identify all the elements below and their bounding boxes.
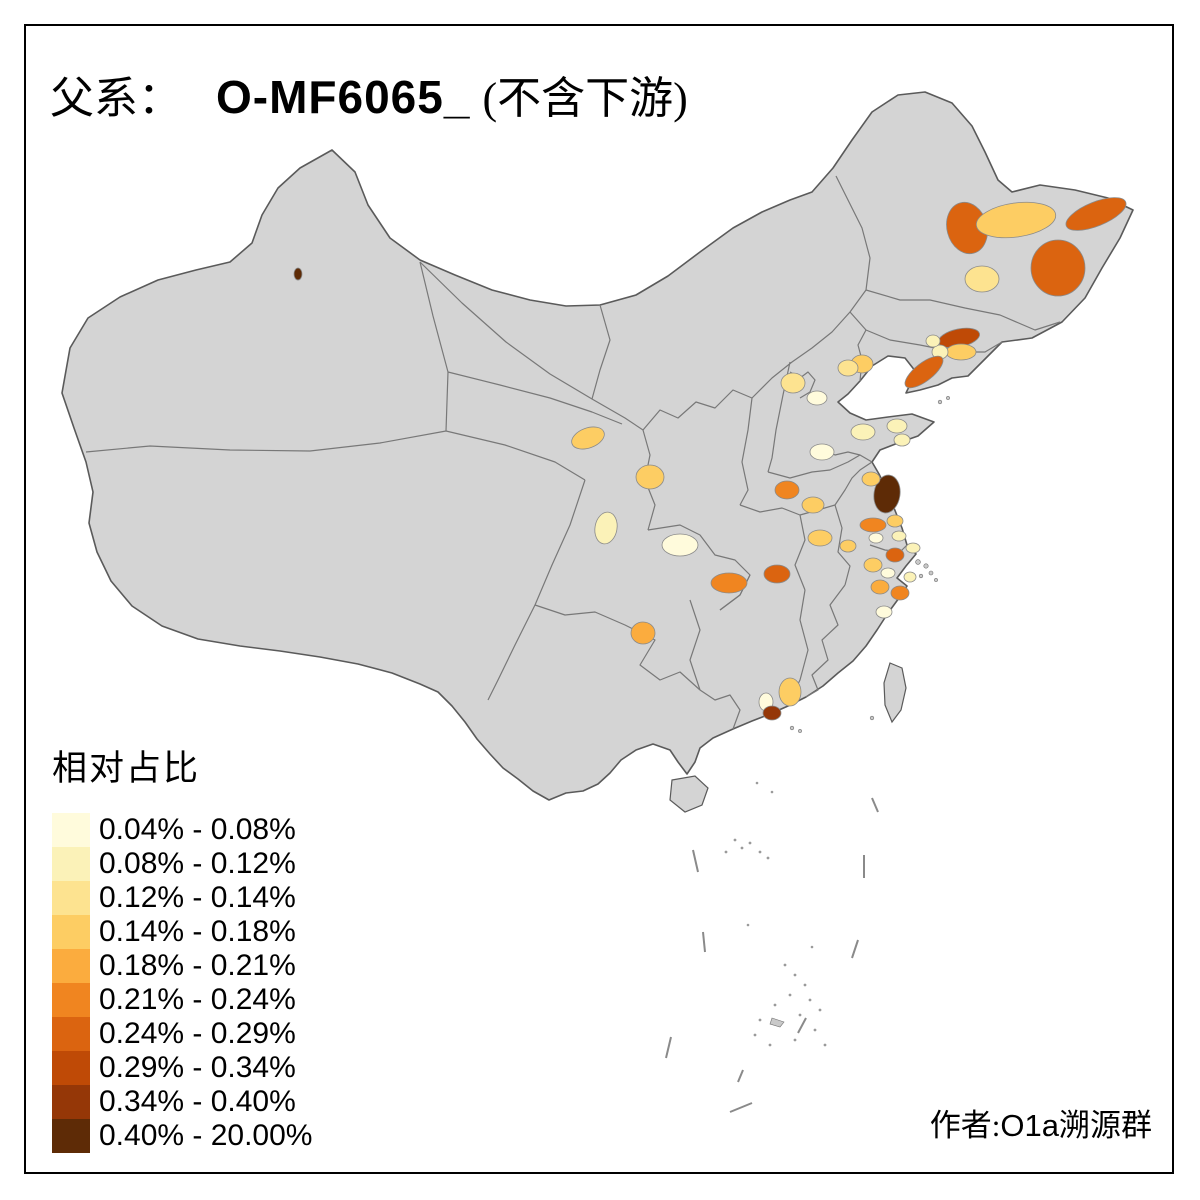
legend-row: 0.08% - 0.12% <box>52 847 312 881</box>
map-region <box>875 605 893 619</box>
legend-row: 0.21% - 0.24% <box>52 983 312 1017</box>
map-region <box>293 267 303 281</box>
offshore-islands <box>789 396 950 733</box>
legend-row: 0.12% - 0.14% <box>52 881 312 915</box>
map-region <box>886 514 904 528</box>
map-region <box>859 517 887 533</box>
legend-label: 0.34% - 0.40% <box>99 1085 296 1118</box>
legend-label: 0.40% - 20.00% <box>99 1119 313 1152</box>
map-region <box>905 542 921 554</box>
legend-swatch <box>52 813 90 847</box>
colored-regions <box>293 197 1127 721</box>
map-region <box>945 343 977 361</box>
map-region <box>630 621 656 645</box>
legend-label: 0.04% - 0.08% <box>99 813 296 846</box>
legend-swatch <box>52 1051 90 1085</box>
attribution-group: O1a <box>1000 1108 1059 1143</box>
map-region <box>890 585 910 601</box>
attribution-suffix: 溯源群 <box>1059 1108 1152 1143</box>
map-region <box>661 533 699 557</box>
map-region <box>885 547 905 563</box>
map-region <box>837 359 859 377</box>
map-region <box>571 426 605 450</box>
legend-row: 0.40% - 20.00% <box>52 1119 312 1153</box>
legend-swatch <box>52 983 90 1017</box>
map-region <box>850 423 876 441</box>
legend-swatch <box>52 847 90 881</box>
map-region <box>809 443 835 461</box>
map-region <box>903 571 917 583</box>
map-region <box>763 564 791 584</box>
map-region <box>870 579 890 595</box>
legend-row: 0.24% - 0.29% <box>52 1017 312 1051</box>
legend-label: 0.24% - 0.29% <box>99 1017 296 1050</box>
legend: 相对占比 0.04% - 0.08% 0.08% - 0.12% 0.12% - 0… <box>52 740 312 1153</box>
legend-label: 0.18% - 0.21% <box>99 949 296 982</box>
map-region <box>873 474 901 514</box>
legend-label: 0.21% - 0.24% <box>99 983 296 1016</box>
map-region <box>861 471 881 487</box>
map-region <box>868 532 884 544</box>
map-region <box>806 390 828 406</box>
map-region <box>774 480 800 500</box>
title-prefix: 父系： <box>50 74 182 123</box>
legend-swatch <box>52 915 90 949</box>
legend-swatch <box>52 1119 90 1153</box>
map-region <box>964 265 1000 293</box>
legend-swatch <box>52 1085 90 1119</box>
map-region <box>839 539 857 553</box>
map-region <box>1065 197 1127 231</box>
map-region <box>710 572 748 594</box>
legend-swatch <box>52 881 90 915</box>
title-haplogroup-code: O-MF6065_ <box>216 71 471 123</box>
legend-swatch <box>52 949 90 983</box>
legend-row: 0.18% - 0.21% <box>52 949 312 983</box>
mainland-shape <box>61 91 1134 813</box>
map-region <box>975 201 1057 239</box>
map-region <box>778 677 802 707</box>
south-china-sea-features <box>665 781 879 1113</box>
map-region <box>880 567 896 579</box>
legend-row: 0.04% - 0.08% <box>52 813 312 847</box>
map-region <box>886 418 908 434</box>
legend-row: 0.14% - 0.18% <box>52 915 312 949</box>
taiwan-island <box>883 662 907 724</box>
legend-label: 0.29% - 0.34% <box>99 1051 296 1084</box>
legend-row: 0.34% - 0.40% <box>52 1085 312 1119</box>
map-region <box>925 334 941 348</box>
legend-label: 0.08% - 0.12% <box>99 847 296 880</box>
map-region <box>594 511 618 545</box>
legend-rows: 0.04% - 0.08% 0.08% - 0.12% 0.12% - 0.14% 0… <box>52 813 312 1153</box>
attribution-prefix: 作者: <box>929 1108 1001 1143</box>
hainan-island <box>669 775 709 813</box>
legend-title: 相对占比 <box>52 749 201 788</box>
map-region <box>635 464 665 490</box>
legend-label: 0.14% - 0.18% <box>99 915 296 948</box>
map-region <box>780 372 806 394</box>
legend-label: 0.12% - 0.14% <box>99 881 296 914</box>
title-suffix: (不含下游) <box>482 74 688 123</box>
attribution: 作者:O1a溯源群 <box>930 1100 1152 1145</box>
map-region <box>807 529 833 547</box>
map-region <box>891 530 907 542</box>
legend-swatch <box>52 1017 90 1051</box>
map-region <box>863 557 883 573</box>
map-region <box>801 496 825 514</box>
map-region <box>904 355 944 389</box>
map-region <box>893 433 911 447</box>
province-boundaries <box>85 175 1061 730</box>
map-region <box>762 705 782 721</box>
page-title: 父系： O-MF6065_ (不含下游) <box>50 62 688 126</box>
map-region <box>1030 239 1086 297</box>
legend-row: 0.29% - 0.34% <box>52 1051 312 1085</box>
